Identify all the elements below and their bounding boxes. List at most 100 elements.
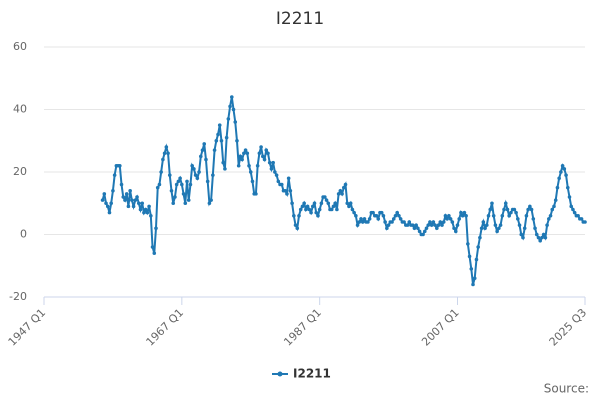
data-point	[347, 204, 351, 209]
data-point	[421, 232, 425, 237]
data-point	[550, 207, 555, 212]
data-point	[352, 210, 356, 215]
data-point	[424, 226, 429, 231]
data-point	[140, 201, 145, 206]
data-point	[455, 223, 460, 227]
data-point	[472, 276, 477, 281]
data-point	[474, 257, 479, 262]
data-point	[495, 229, 499, 234]
data-point	[457, 217, 462, 221]
data-point	[567, 195, 572, 199]
data-point	[553, 198, 558, 202]
data-point	[484, 223, 489, 227]
data-point	[534, 232, 539, 237]
data-point	[300, 204, 305, 209]
data-point	[514, 210, 518, 215]
data-point	[235, 138, 239, 143]
data-point	[109, 201, 113, 206]
data-point	[443, 213, 448, 218]
data-point	[469, 267, 474, 271]
data-point	[188, 182, 193, 187]
data-point	[502, 207, 506, 212]
data-point	[402, 220, 406, 224]
data-point	[212, 148, 217, 152]
data-point	[267, 160, 272, 165]
data-point	[324, 198, 329, 202]
data-point	[491, 213, 496, 218]
data-point	[471, 282, 475, 287]
data-point	[135, 195, 139, 199]
data-point	[572, 210, 577, 215]
data-point	[143, 207, 148, 212]
data-point	[569, 204, 574, 209]
data-point	[219, 138, 224, 143]
data-point	[441, 220, 446, 224]
data-point	[226, 117, 231, 121]
data-point	[180, 182, 184, 187]
data-point	[247, 163, 251, 168]
data-point	[111, 188, 115, 193]
data-point	[161, 157, 165, 162]
data-point	[292, 213, 296, 218]
data-point	[255, 163, 260, 168]
data-point	[565, 185, 570, 190]
data-point	[181, 192, 186, 196]
data-point	[173, 195, 177, 199]
data-point	[340, 192, 344, 196]
data-point	[548, 213, 553, 218]
data-point	[271, 160, 275, 165]
data-point	[338, 188, 343, 193]
data-point	[198, 154, 203, 159]
data-point	[488, 207, 493, 212]
data-point	[562, 167, 567, 171]
data-point	[217, 123, 222, 127]
data-point	[290, 201, 294, 206]
data-point	[248, 170, 253, 174]
data-point	[440, 223, 444, 227]
data-point	[316, 213, 320, 218]
data-point	[286, 176, 291, 181]
data-point	[133, 198, 138, 202]
data-point	[341, 185, 346, 190]
data-point	[131, 204, 136, 209]
data-point	[319, 201, 324, 206]
data-point	[398, 217, 403, 221]
data-point	[274, 173, 279, 177]
data-point	[438, 220, 443, 224]
data-point	[176, 179, 181, 184]
data-point	[145, 210, 150, 215]
data-point	[526, 207, 530, 212]
data-point	[552, 204, 556, 209]
data-point	[304, 207, 308, 212]
data-point	[171, 201, 176, 206]
data-point	[297, 213, 301, 218]
data-point	[121, 195, 126, 199]
data-point	[545, 223, 549, 227]
data-point	[371, 210, 375, 215]
data-point	[183, 201, 188, 206]
data-point	[307, 207, 312, 212]
data-point	[547, 217, 551, 221]
data-point	[312, 201, 317, 206]
data-point	[273, 170, 277, 174]
data-point	[233, 120, 238, 124]
data-point	[231, 107, 236, 112]
data-point	[390, 220, 394, 224]
data-point	[374, 213, 379, 218]
data-point	[293, 223, 298, 227]
data-point	[493, 223, 498, 227]
data-point	[264, 148, 269, 152]
data-point	[426, 223, 431, 227]
data-point	[245, 151, 250, 156]
data-point	[517, 223, 522, 227]
data-point	[142, 210, 146, 215]
data-point	[509, 210, 513, 215]
data-point	[159, 170, 163, 174]
data-point	[564, 173, 568, 177]
data-point	[433, 223, 437, 227]
data-point	[385, 226, 389, 231]
data-point	[453, 229, 458, 234]
data-point	[200, 148, 205, 152]
x-tick-label: 2025 Q3	[547, 306, 590, 349]
